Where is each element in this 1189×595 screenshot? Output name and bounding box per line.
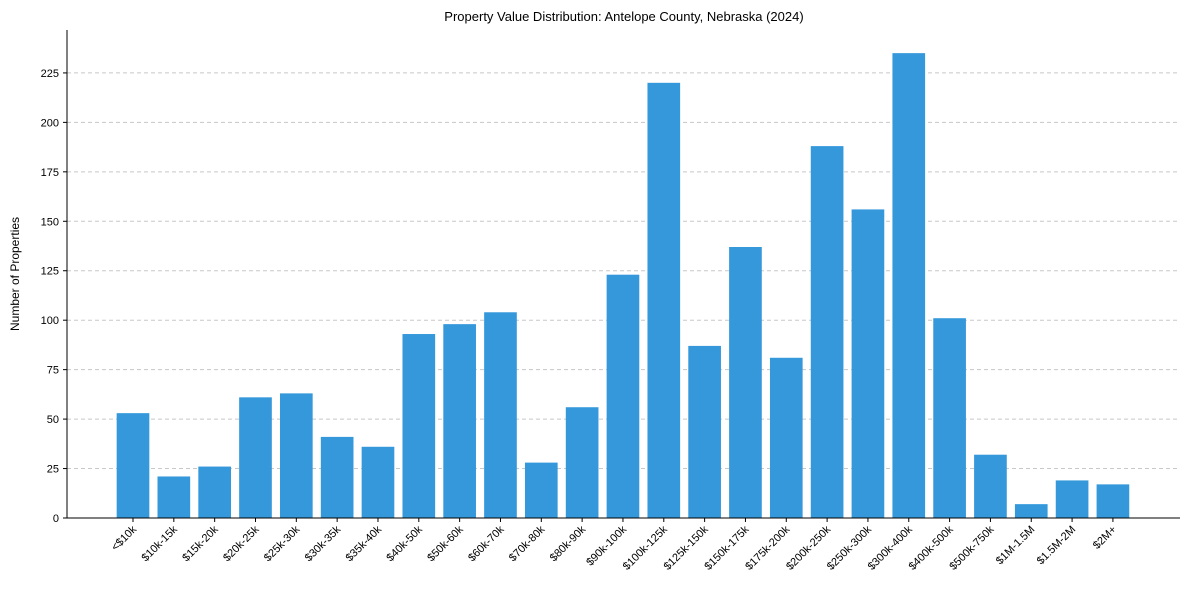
chart-title: Property Value Distribution: Antelope Co… [444, 9, 803, 24]
bar [116, 413, 150, 518]
bar [1055, 480, 1089, 518]
x-tick-label: $1.5M-2M [1035, 524, 1079, 568]
bar [402, 334, 436, 518]
y-tick-label: 100 [41, 315, 59, 327]
bar [688, 345, 721, 518]
y-tick-label: 200 [41, 117, 59, 129]
bar [524, 462, 558, 518]
y-tick-label: 75 [47, 365, 59, 377]
x-tick-label: $35k-40k [344, 523, 385, 564]
y-tick-label: 25 [47, 464, 59, 476]
x-tick-label: $70k-80k [507, 523, 548, 564]
y-tick-label: 175 [41, 167, 59, 179]
x-tick-label: $40k-50k [384, 523, 425, 564]
x-tick-label: $500k-750k [947, 523, 996, 572]
x-tick-label: $20k-25k [221, 523, 262, 564]
bar [851, 209, 885, 518]
x-tick-label: $60k-70k [466, 523, 507, 564]
y-tick-label: 50 [47, 414, 59, 426]
y-tick-label: 125 [41, 266, 59, 278]
bar [1014, 504, 1048, 518]
y-axis-label: Number of Properties [8, 217, 22, 331]
bar [933, 318, 966, 518]
x-tick-label: $25k-30k [262, 523, 303, 564]
bar [320, 436, 354, 518]
bar [484, 312, 517, 518]
bar [239, 397, 272, 518]
bar [443, 324, 476, 518]
x-tick-label: $1M-1.5M [994, 524, 1038, 568]
y-tick-label: 0 [53, 513, 59, 525]
x-tick-label: $15k-20k [180, 523, 221, 564]
bar [729, 246, 762, 518]
bar [198, 466, 231, 518]
x-tick-label: $50k-60k [425, 523, 466, 564]
x-tick-label: $30k-35k [303, 523, 344, 564]
bar [565, 407, 599, 518]
x-tick-label: $10k-15k [139, 523, 180, 564]
bar [892, 53, 926, 519]
y-tick-label: 225 [41, 68, 59, 80]
bar [157, 476, 191, 518]
bar [647, 82, 681, 519]
bar [279, 393, 313, 518]
bar [361, 446, 395, 518]
bar [769, 357, 803, 518]
x-tick-label: <$10k [109, 523, 139, 553]
bar [606, 274, 640, 518]
x-tick-label: $80k-90k [548, 523, 589, 564]
y-tick-label: 150 [41, 216, 59, 228]
bar [810, 146, 844, 518]
bar [1096, 484, 1130, 518]
bar [974, 454, 1007, 518]
x-tick-label: $2M+ [1091, 524, 1119, 552]
